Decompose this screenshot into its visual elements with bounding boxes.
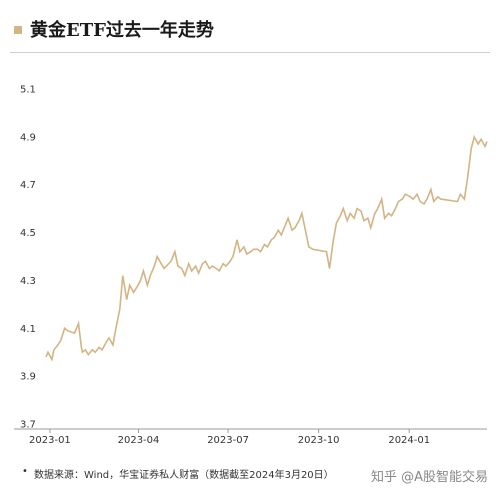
footer-bullet: • (22, 466, 28, 477)
chart-title: 黄金ETF过去一年走势 (30, 20, 214, 41)
x-axis-ticks: 2023-01 2023-04 2023-07 2023-10 2024-01 (29, 429, 430, 446)
data-source-note: 数据来源：Wind，华宝证券私人财富（数据截至2024年3月20日） (34, 470, 334, 481)
y-tick-label: 4.7 (20, 180, 36, 191)
x-tick-label: 2023-01 (29, 435, 71, 446)
chart-header: 黄金ETF过去一年走势 (0, 0, 500, 58)
y-tick-label: 5.1 (20, 85, 36, 96)
header-divider (10, 52, 490, 53)
y-tick-label: 4.3 (20, 276, 36, 287)
y-tick-label: 4.9 (20, 132, 36, 143)
chart-footer: • 数据来源：Wind，华宝证券私人财富（数据截至2024年3月20日） 知乎 … (0, 462, 500, 500)
watermark: 知乎 @A股智能交易 (370, 470, 488, 485)
gold-etf-price-line (45, 134, 488, 362)
y-tick-label: 3.7 (20, 420, 36, 431)
line-chart: 3.73.94.14.34.54.74.95.1 2023-01 2023-04 2… (14, 85, 488, 446)
y-axis-ticks: 3.7 3.9 4.1 4.3 4.5 4.7 4.9 5.1 (20, 85, 36, 431)
x-tick-label: 2023-04 (118, 435, 160, 446)
x-tick-label: 2023-10 (298, 435, 340, 446)
title-marker (14, 26, 22, 34)
y-tick-label: 4.5 (20, 228, 36, 239)
y-tick-label: 4.1 (20, 324, 36, 335)
y-tick-label: 3.9 (20, 372, 36, 383)
x-tick-label: 2023-07 (207, 435, 249, 446)
x-tick-label: 2024-01 (388, 435, 430, 446)
